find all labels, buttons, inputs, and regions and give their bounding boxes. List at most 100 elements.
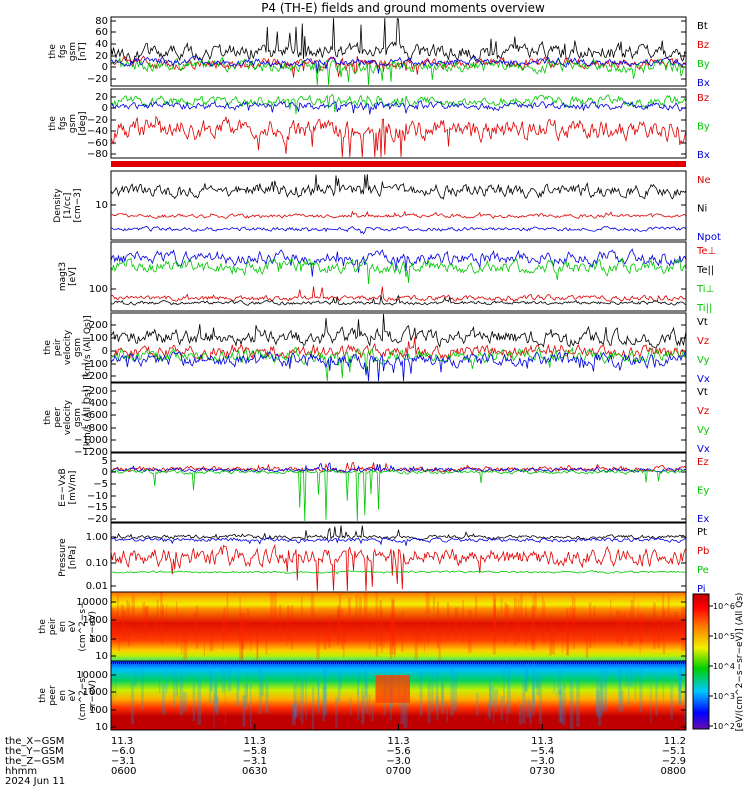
ytick-label-peir-spec: 1000 [83, 615, 108, 626]
peer-spec-texture [302, 681, 304, 705]
peir-spec-texture [379, 600, 383, 647]
peer-spec-texture [249, 683, 252, 727]
peir-spec-texture [279, 604, 282, 643]
ylabel-temp: magt3 [58, 262, 68, 291]
xaxis-value: −3.0 [386, 756, 410, 767]
series-line-temp-blue [110, 248, 687, 277]
peir-spec-texture [517, 598, 520, 643]
peer-spec-texture [525, 667, 527, 692]
peir-spec-texture [620, 612, 623, 646]
legend-density-Ni: Ni [697, 204, 707, 215]
peir-spec-texture [358, 596, 362, 621]
peer-spec-texture [440, 678, 444, 707]
ylabel-fgs-angle: fgs [58, 116, 68, 130]
peer-spec-texture [208, 662, 212, 704]
peir-spec-texture [316, 629, 320, 660]
peer-spec-texture [364, 664, 367, 698]
peir-spec-texture [566, 616, 569, 656]
series-line-density-red [110, 210, 687, 219]
peer-spec-texture [350, 697, 352, 717]
ytick-label-peer-velocity: −600 [81, 410, 108, 421]
peir-spec-texture [250, 622, 252, 651]
legend-fgs-angle-By: By [697, 122, 710, 133]
ylabel-peer-spec: sr−eV) [88, 680, 98, 711]
peer-spec-texture [604, 663, 607, 712]
ytick-label-peer-velocity: −400 [81, 398, 108, 409]
peir-spec-texture [662, 593, 665, 640]
ytick-label-fgs: 40 [95, 39, 108, 50]
peir-spec-texture [115, 610, 118, 636]
peer-spec-texture [621, 690, 624, 713]
xaxis-value: −6.0 [111, 746, 135, 757]
peer-spec-texture [678, 671, 682, 692]
ytick-label-velocity: −100 [81, 359, 108, 370]
peer-spec-texture [299, 672, 301, 721]
ytick-label-peir-spec: 10 [95, 651, 108, 662]
peir-spec-texture [310, 593, 315, 627]
peer-spec-texture [260, 673, 264, 697]
legend-peer-velocity-Vt: Vt [697, 387, 708, 398]
peer-spec-texture [487, 702, 490, 717]
ylabel-peer-velocity: peer [53, 407, 63, 428]
peer-spec-texture [112, 680, 114, 706]
peir-spec-texture [513, 597, 517, 646]
series-line-density-black [110, 174, 687, 200]
peir-spec-texture [391, 615, 396, 655]
xaxis-row-label: 2024 Jun 11 [5, 776, 65, 787]
peer-spec-texture [431, 672, 434, 712]
xaxis-value: 11.2 [664, 736, 686, 747]
peir-spec-texture [117, 632, 120, 651]
xaxis-value: −5.6 [386, 746, 410, 757]
peer-spec-texture [291, 704, 296, 726]
peir-spec-texture [426, 616, 430, 645]
peer-spec-texture [365, 678, 369, 714]
peer-spec-texture [489, 685, 493, 707]
series-line-fgs-blue [110, 55, 687, 74]
peer-spec-texture [357, 688, 360, 721]
ylabel-peir-spec: en [58, 621, 68, 632]
series-line-fgs-angle-blue [110, 99, 687, 115]
legend-fgs-angle-Bz: Bz [697, 93, 709, 104]
peer-spec-texture [522, 680, 526, 724]
peer-spec-texture [179, 673, 184, 715]
peer-spec-texture [339, 669, 342, 690]
peer-spec-texture [476, 692, 479, 717]
peer-spec-texture [183, 692, 187, 711]
xaxis-value: 11.3 [111, 736, 133, 747]
ytick-label-fgs-angle: −20 [87, 115, 108, 126]
peer-spec-texture [293, 684, 297, 720]
peir-spec-texture [542, 596, 544, 643]
peer-spec-texture [524, 668, 529, 692]
peer-spec-texture [258, 667, 263, 715]
ytick-label-fgs-angle: 20 [95, 92, 108, 103]
colorbar-label: [eV/(cm^2−s−sr−eV)] (All Qs) [735, 593, 745, 732]
peir-spec-texture [520, 593, 523, 633]
peer-spec-texture [419, 671, 423, 717]
ylabel-velocity: peir [53, 338, 63, 356]
peer-spec-texture [358, 667, 360, 686]
peer-spec-texture [362, 695, 365, 723]
peir-spec-texture [505, 604, 510, 638]
peer-spec-texture [596, 678, 600, 717]
ylabel-peer-spec: peer [48, 685, 58, 706]
peir-spec-texture [257, 637, 259, 659]
legend-fgs-By: By [697, 59, 710, 70]
peir-spec-texture [551, 622, 555, 655]
peir-spec-texture [525, 608, 527, 644]
ylabel-fgs: the [48, 44, 58, 59]
legend-pressure-Pi: Pi [697, 584, 706, 595]
peir-spec-texture [246, 608, 250, 641]
peer-spec-texture [236, 677, 239, 707]
peir-spec-texture [492, 635, 496, 655]
peir-spec-texture [131, 595, 135, 619]
ytick-label-efield: −10 [87, 491, 108, 502]
peir-spec-texture [667, 594, 670, 640]
peer-spec-texture [526, 663, 529, 681]
peir-spec-texture [589, 602, 592, 649]
colorbar-tick-label: 10^6 [713, 602, 735, 611]
ytick-label-fgs: 20 [95, 51, 108, 62]
ytick-label-velocity: −200 [81, 371, 108, 382]
ylabel-fgs-angle: the [48, 116, 58, 131]
colorbar: 10^2 10^3 10^4 10^5 10^6 [eV/(cm^2−s−sr−eV)] … [692, 593, 745, 732]
xaxis-value: 0600 [111, 766, 136, 777]
